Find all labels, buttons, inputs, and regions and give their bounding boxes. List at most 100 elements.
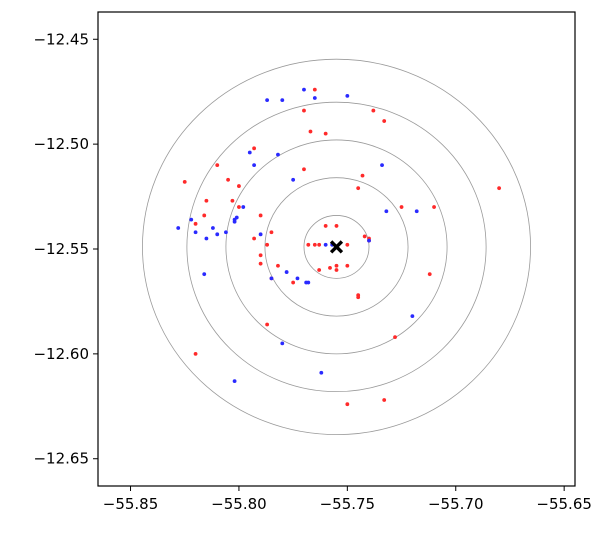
data-point-s1-1 bbox=[323, 224, 328, 228]
data-point-s2-19 bbox=[211, 226, 215, 230]
data-point-s2-18 bbox=[215, 232, 220, 237]
data-point-s1-43 bbox=[291, 280, 296, 285]
y-tick-label-1: −12.45 bbox=[33, 30, 89, 48]
data-point-s2-25 bbox=[284, 270, 289, 274]
data-point-s2-16 bbox=[232, 219, 237, 224]
data-point-s1-34 bbox=[382, 119, 387, 123]
data-point-s2-3 bbox=[302, 87, 306, 92]
data-point-s1-7 bbox=[362, 234, 367, 239]
distance-ring-3 bbox=[225, 139, 448, 355]
data-point-s1-30 bbox=[323, 131, 328, 136]
data-point-s1-22 bbox=[204, 198, 209, 203]
data-point-s2-13 bbox=[241, 205, 246, 209]
data-point-s1-11 bbox=[302, 167, 306, 172]
data-point-s2-17 bbox=[224, 230, 228, 235]
data-point-s1-16 bbox=[252, 236, 257, 241]
data-point-s1-42 bbox=[265, 322, 270, 327]
data-point-s2-31 bbox=[384, 209, 389, 214]
distance-ring-2 bbox=[264, 177, 409, 317]
center-marker bbox=[329, 240, 344, 254]
data-point-s2-6 bbox=[276, 152, 280, 157]
data-point-s1-6 bbox=[356, 295, 361, 300]
data-point-s1-15 bbox=[258, 261, 263, 266]
data-point-s1-3 bbox=[334, 263, 339, 268]
data-point-s1-18 bbox=[237, 205, 241, 209]
data-point-s1-40 bbox=[382, 398, 387, 402]
y-tick-label-4: −12.60 bbox=[33, 345, 89, 363]
x-tick-label-3: −55.75 bbox=[320, 495, 376, 513]
data-point-s2-20 bbox=[204, 236, 209, 241]
data-point-s1-51 bbox=[345, 242, 350, 247]
data-point-s2-22 bbox=[193, 230, 198, 235]
data-point-s2-4 bbox=[312, 96, 317, 100]
data-point-s1-12 bbox=[269, 230, 274, 235]
distance-ring-4 bbox=[186, 101, 487, 393]
data-point-s1-53 bbox=[252, 146, 257, 151]
data-point-s2-28 bbox=[269, 276, 274, 281]
data-point-s1-8 bbox=[328, 265, 332, 270]
data-point-s2-29 bbox=[345, 93, 350, 98]
data-point-s1-2 bbox=[334, 224, 339, 228]
data-point-s1-45 bbox=[345, 402, 350, 407]
data-point-s2-32 bbox=[414, 209, 419, 214]
data-point-s1-13 bbox=[265, 242, 270, 247]
data-point-s2-27 bbox=[304, 280, 309, 285]
data-point-s2-30 bbox=[380, 163, 384, 168]
data-point-s2-35 bbox=[319, 370, 324, 375]
data-point-s2-26 bbox=[295, 276, 300, 281]
data-point-s1-4 bbox=[345, 263, 350, 268]
data-point-s1-47 bbox=[276, 263, 280, 268]
y-axis: −12.45 −12.50 −12.55 −12.60 −12.65 bbox=[33, 30, 98, 468]
distance-rings bbox=[142, 58, 531, 436]
data-point-s1-39 bbox=[399, 205, 404, 209]
data-point-s1-17 bbox=[237, 184, 241, 188]
data-point-s1-44 bbox=[258, 213, 263, 218]
data-point-s2-37 bbox=[367, 238, 371, 243]
data-point-s1-36 bbox=[393, 335, 397, 339]
data-point-s2-12 bbox=[247, 150, 252, 155]
center-x-marker bbox=[329, 240, 344, 254]
x-tick-label-4: −55.70 bbox=[428, 495, 484, 513]
distance-ring-5 bbox=[142, 58, 531, 436]
y-tick-label-3: −12.55 bbox=[33, 240, 89, 258]
data-point-s1-26 bbox=[193, 351, 198, 356]
data-point-s1-23 bbox=[202, 213, 207, 218]
data-point-s2-36 bbox=[232, 379, 237, 384]
distance-ring-1 bbox=[303, 215, 370, 279]
data-point-s2-33 bbox=[410, 314, 415, 319]
data-point-s1-20 bbox=[226, 177, 230, 182]
data-point-s2-21 bbox=[202, 272, 207, 277]
data-point-s2-7 bbox=[291, 177, 296, 182]
data-point-s1-9 bbox=[312, 242, 317, 247]
data-point-s1-19 bbox=[230, 198, 235, 203]
data-point-s1-10 bbox=[306, 242, 311, 247]
data-point-s2-9 bbox=[265, 98, 270, 102]
data-point-s1-38 bbox=[427, 272, 432, 277]
data-point-s1-31 bbox=[356, 186, 361, 191]
data-point-s1-37 bbox=[432, 205, 436, 209]
x-tick-label-2: −55.80 bbox=[211, 495, 267, 513]
data-point-s2-11 bbox=[252, 163, 257, 168]
data-point-s2-24 bbox=[176, 226, 181, 230]
x-axis: −55.85 −55.80 −55.75 −55.70 −55.65 bbox=[103, 486, 592, 513]
data-point-s1-28 bbox=[312, 87, 317, 92]
data-point-s1-41 bbox=[497, 186, 502, 191]
data-point-s1-29 bbox=[308, 129, 313, 134]
x-tick-label-5: −55.65 bbox=[536, 495, 592, 513]
data-point-s2-34 bbox=[280, 341, 285, 346]
data-point-s1-52 bbox=[317, 242, 322, 247]
data-point-s2-1 bbox=[323, 242, 328, 247]
data-point-s2-23 bbox=[189, 217, 194, 222]
data-points bbox=[176, 87, 502, 407]
data-point-s1-33 bbox=[371, 108, 376, 113]
data-point-s1-21 bbox=[215, 163, 220, 168]
data-point-s1-25 bbox=[182, 179, 187, 184]
data-point-s1-14 bbox=[258, 253, 263, 258]
data-point-s1-27 bbox=[302, 108, 306, 113]
y-tick-label-2: −12.50 bbox=[33, 135, 89, 153]
data-point-s1-24 bbox=[193, 221, 198, 226]
data-point-s1-49 bbox=[317, 268, 322, 272]
y-tick-label-5: −12.65 bbox=[33, 450, 89, 468]
data-point-s2-5 bbox=[280, 98, 285, 102]
